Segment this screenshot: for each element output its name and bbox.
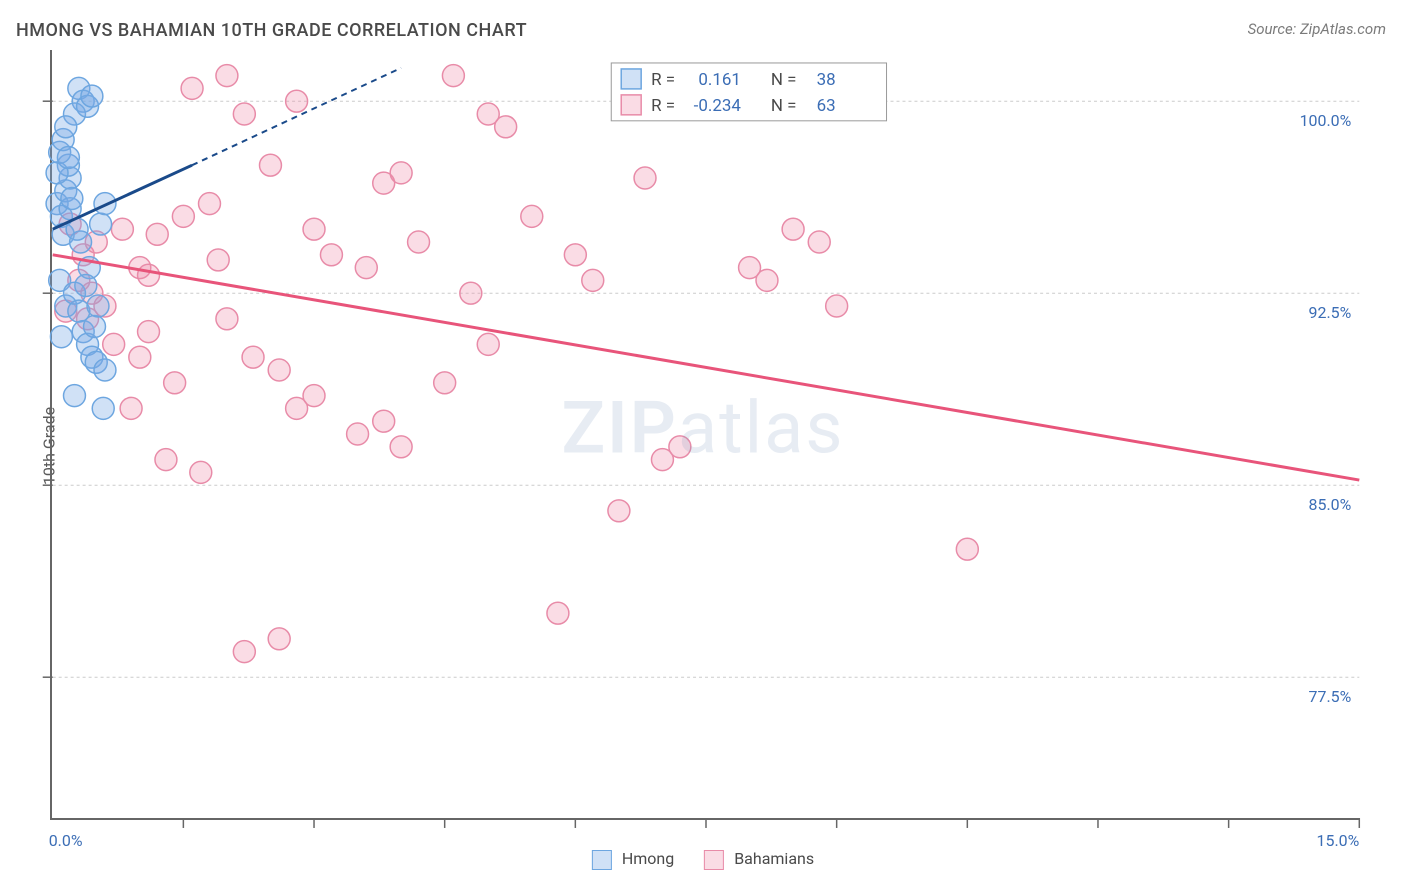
bahamians-point [347,423,369,445]
legend-swatch-pink [704,850,724,870]
bahamians-point [808,231,830,253]
bahamians-point [216,65,238,87]
bahamians-point [172,205,194,227]
bahamians-point [207,249,229,271]
bahamians-point [320,244,342,266]
bahamians-point [286,90,308,112]
x-origin-label: 0.0% [49,831,83,850]
bahamians-point [190,461,212,483]
bahamians-point [129,346,151,368]
legend-r-label: R = [651,70,675,90]
bahamians-point [782,218,804,240]
legend-n-label: N = [771,96,797,116]
legend-n-value-hmong: 38 [817,70,836,90]
bahamians-point [956,538,978,560]
bahamians-point [164,372,186,394]
scatter-plot-svg: 100.0%92.5%85.0%77.5%0.0%15.0%R =0.161N … [52,50,1360,818]
bahamians-point [495,116,517,138]
bahamians-point [138,264,160,286]
bahamians-point [390,162,412,184]
hmong-point [50,326,72,348]
bahamians-point [434,372,456,394]
legend-label-hmong: Hmong [622,849,674,868]
bahamians-point [120,397,142,419]
bahamians-point [146,223,168,245]
hmong-point [81,85,103,107]
bahamians-point [233,641,255,663]
bahamians-point [477,333,499,355]
hmong-point [61,188,83,210]
hmong-point [87,295,109,317]
hmong-point [64,385,86,407]
legend-swatch-hmong [621,69,641,89]
bahamians-point [442,65,464,87]
bottom-legend: Hmong Bahamians [592,849,814,870]
hmong-point [55,116,77,138]
y-tick-label: 85.0% [1309,495,1352,514]
bahamians-point [355,257,377,279]
legend-n-value-bahamians: 63 [817,96,836,116]
hmong-point [90,213,112,235]
plot-area: 100.0%92.5%85.0%77.5%0.0%15.0%R =0.161N … [50,50,1360,820]
bahamians-point [233,103,255,125]
legend-swatch-blue [592,850,612,870]
bahamians-point [242,346,264,368]
hmong-point [70,231,92,253]
bahamians-point [259,154,281,176]
hmong-point [75,275,97,297]
bahamians-point [111,218,133,240]
source-label: Source: ZipAtlas.com [1248,20,1386,38]
bahamians-point [547,602,569,624]
bahamians-point [155,449,177,471]
bahamians-point [390,436,412,458]
hmong-point [84,316,106,338]
bahamians-point [564,244,586,266]
bahamians-point [582,269,604,291]
legend-n-label: N = [771,70,797,90]
bahamians-point [460,282,482,304]
legend-r-value-hmong: 0.161 [698,70,741,90]
legend-r-value-bahamians: -0.234 [694,96,742,116]
bahamians-point [286,397,308,419]
bahamians-point [608,500,630,522]
legend-r-label: R = [651,96,675,116]
chart-title: HMONG VS BAHAMIAN 10TH GRADE CORRELATION… [16,20,527,41]
bahamians-point [826,295,848,317]
y-tick-label: 100.0% [1300,111,1352,130]
bahamians-point [669,436,691,458]
bahamians-point [268,628,290,650]
legend-swatch-bahamians [621,95,641,115]
bahamians-point [303,218,325,240]
bahamians-point [268,359,290,381]
legend-item-bahamians: Bahamians [704,849,814,870]
bahamians-point [373,410,395,432]
bahamians-point [103,333,125,355]
y-tick-label: 92.5% [1309,303,1352,322]
y-tick-label: 77.5% [1309,687,1352,706]
bahamians-point [634,167,656,189]
bahamians-point [138,321,160,343]
hmong-point [92,397,114,419]
bahamians-point [408,231,430,253]
legend-item-hmong: Hmong [592,849,674,870]
bahamians-point [216,308,238,330]
bahamians-point [521,205,543,227]
hmong-point [94,359,116,381]
bahamians-point [756,269,778,291]
legend-label-bahamians: Bahamians [734,849,814,868]
bahamians-point [199,193,221,215]
x-max-label: 15.0% [1317,831,1360,850]
hmong-point [57,147,79,169]
bahamians-point [181,77,203,99]
